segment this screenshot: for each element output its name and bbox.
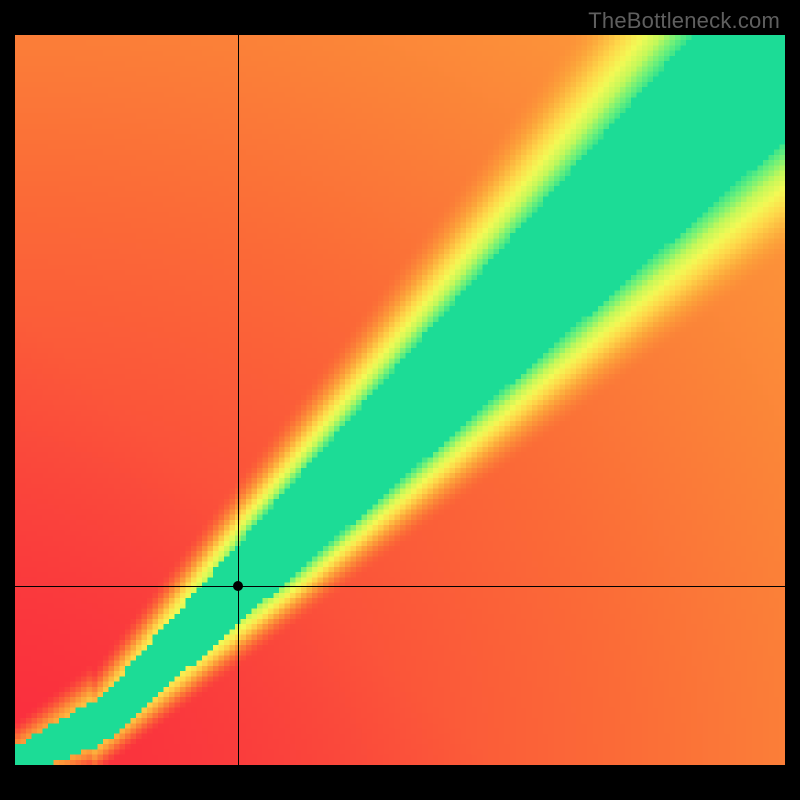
plot-inner xyxy=(15,35,785,765)
heatmap-canvas xyxy=(15,35,785,765)
crosshair-horizontal xyxy=(15,586,785,587)
plot-frame xyxy=(15,35,785,765)
crosshair-vertical xyxy=(238,35,239,765)
crosshair-dot xyxy=(233,581,243,591)
watermark-text: TheBottleneck.com xyxy=(588,8,780,34)
chart-container: TheBottleneck.com xyxy=(0,0,800,800)
